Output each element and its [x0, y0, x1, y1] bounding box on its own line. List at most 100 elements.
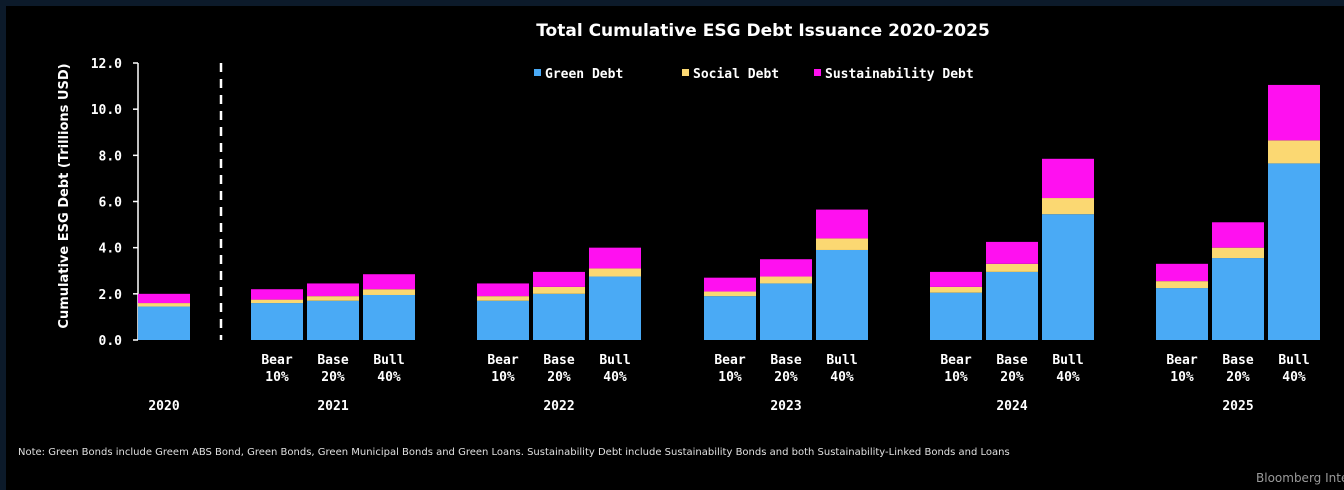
y-tick-label: 4.0	[99, 242, 123, 257]
bar-segment-green	[138, 306, 190, 340]
bar-segment-green	[816, 249, 868, 340]
scenario-label: Bear	[940, 353, 971, 368]
bar-segment-social	[363, 289, 415, 295]
bar-segment-social	[1212, 247, 1264, 259]
scenario-label: Bull	[826, 353, 857, 368]
y-tick-label: 12.0	[91, 57, 122, 72]
y-axis: 0.0 2.0 4.0 6.0 8.0 10.0 12.0	[91, 57, 139, 349]
y-tick-label: 2.0	[99, 288, 123, 303]
bar-segment-sustainability	[1268, 84, 1320, 141]
bar-segment-sustainability	[1212, 222, 1264, 248]
legend-label: Green Debt	[545, 67, 623, 82]
bar-segment-social	[138, 303, 190, 307]
chart-title: Total Cumulative ESG Debt Issuance 2020-…	[536, 21, 990, 41]
scenario-pct-label: 10%	[265, 370, 289, 385]
legend-swatch	[682, 69, 689, 76]
bar-segment-green	[760, 283, 812, 340]
bar-segment-social	[986, 263, 1038, 272]
source-label: Bloomberg Intelligence	[1256, 471, 1344, 485]
chart-frame: Total Cumulative ESG Debt Issuance 2020-…	[6, 6, 1344, 490]
bar-segment-social	[307, 296, 359, 301]
y-axis-label: Cumulative ESG Debt (Trillions USD)	[57, 63, 72, 328]
bar-segment-green	[1156, 288, 1208, 340]
scenario-pct-label: 40%	[377, 370, 401, 385]
scenario-label: Bull	[599, 353, 630, 368]
y-tick-label: 10.0	[91, 103, 122, 118]
scenario-pct-label: 20%	[1226, 370, 1250, 385]
scenario-pct-label: 10%	[944, 370, 968, 385]
scenario-label: Bear	[714, 353, 745, 368]
bar-segment-green	[930, 292, 982, 340]
scenario-label: Bull	[373, 353, 404, 368]
scenario-pct-label: 20%	[1000, 370, 1024, 385]
bar-segment-social	[704, 291, 756, 297]
bar-segment-sustainability	[363, 274, 415, 290]
bar-segment-green	[363, 294, 415, 340]
bar-segment-sustainability	[986, 241, 1038, 264]
legend: Green Debt Social Debt Sustainability Debt	[534, 67, 974, 82]
bar-segment-social	[930, 286, 982, 293]
bar-segment-sustainability	[1156, 263, 1208, 282]
scenario-pct-label: 10%	[718, 370, 742, 385]
bar-segment-sustainability	[251, 289, 303, 300]
legend-swatch	[814, 69, 821, 76]
scenario-label: Bear	[261, 353, 292, 368]
bar-segment-sustainability	[760, 259, 812, 277]
bar-segment-green	[1212, 258, 1264, 340]
scenario-label: Bear	[1166, 353, 1197, 368]
bar-segment-sustainability	[589, 247, 641, 269]
scenario-label: Base	[996, 353, 1027, 368]
y-tick-label: 0.0	[99, 334, 123, 349]
year-label: 2022	[543, 399, 574, 414]
scenario-label: Base	[543, 353, 574, 368]
bar-segment-green	[477, 300, 529, 340]
scenario-pct-label: 20%	[547, 370, 571, 385]
footnote: Note: Green Bonds include Greem ABS Bond…	[18, 447, 1010, 458]
bar-segment-social	[1156, 281, 1208, 289]
legend-label: Sustainability Debt	[825, 67, 974, 82]
bar-segment-social	[589, 268, 641, 277]
bar-segment-social	[816, 238, 868, 250]
y-tick-label: 8.0	[99, 149, 123, 164]
scenario-pct-label: 40%	[1282, 370, 1306, 385]
bar-segment-social	[1268, 140, 1320, 164]
year-label: 2023	[770, 399, 801, 414]
bar-segment-sustainability	[930, 271, 982, 287]
scenario-label: Base	[770, 353, 801, 368]
scenario-label: Bull	[1278, 353, 1309, 368]
scenario-pct-label: 40%	[1056, 370, 1080, 385]
bar-segment-sustainability	[307, 283, 359, 297]
scenario-pct-label: 20%	[774, 370, 798, 385]
bars	[138, 84, 1320, 340]
legend-label: Social Debt	[693, 67, 779, 82]
x-axis-labels: 2020 Bear 10% Base 20% Bull 40% 2021 Bear 10% Base…	[148, 353, 1309, 414]
scenario-pct-label: 20%	[321, 370, 345, 385]
esg-debt-chart: Total Cumulative ESG Debt Issuance 2020-…	[18, 21, 1344, 485]
bar-segment-sustainability	[816, 209, 868, 239]
year-label: 2024	[996, 399, 1027, 414]
legend-swatch	[534, 69, 541, 76]
bar-segment-green	[589, 276, 641, 340]
scenario-label: Base	[317, 353, 348, 368]
scenario-pct-label: 40%	[603, 370, 627, 385]
bar-segment-social	[760, 276, 812, 284]
bar-segment-social	[1042, 198, 1094, 215]
bar-segment-green	[251, 303, 303, 340]
scenario-label: Bear	[487, 353, 518, 368]
year-label: 2020	[148, 399, 179, 414]
year-label: 2025	[1222, 399, 1253, 414]
bar-segment-green	[307, 300, 359, 340]
bar-segment-sustainability	[138, 293, 190, 304]
scenario-label: Bull	[1052, 353, 1083, 368]
scenario-label: Base	[1222, 353, 1253, 368]
scenario-pct-label: 10%	[1170, 370, 1194, 385]
bar-segment-sustainability	[704, 277, 756, 292]
bar-segment-sustainability	[533, 271, 585, 287]
bar-segment-green	[1268, 163, 1320, 340]
bar-segment-social	[477, 296, 529, 301]
bar-segment-green	[1042, 214, 1094, 340]
bar-segment-sustainability	[1042, 158, 1094, 199]
scenario-pct-label: 40%	[830, 370, 854, 385]
y-tick-label: 6.0	[99, 196, 123, 211]
bar-segment-green	[704, 296, 756, 340]
